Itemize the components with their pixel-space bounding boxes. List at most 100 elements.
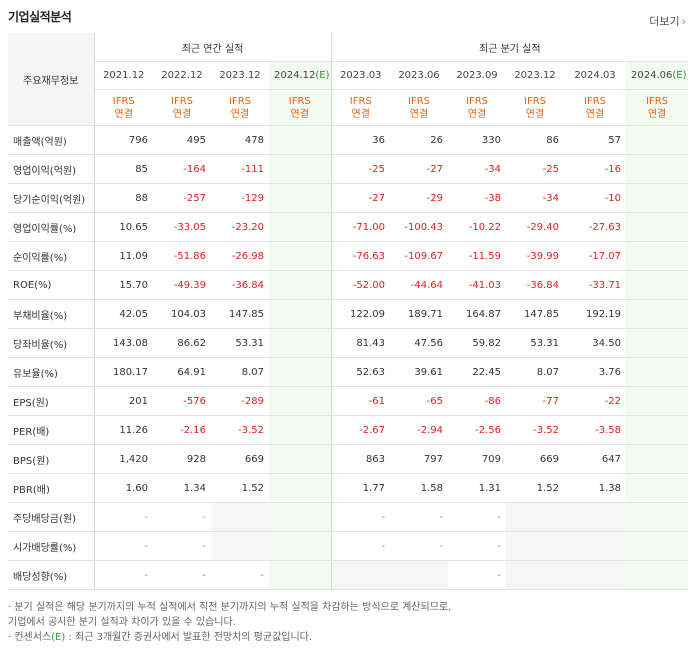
table-cell <box>564 531 626 561</box>
table-cell: -3.58 <box>564 415 626 445</box>
table-cell <box>269 154 331 184</box>
table-row: ROE(%) 15.70 -49.39 -36.84 -52.00 -44.64 -41.0… <box>8 270 689 300</box>
ifrs-consolidated: 연결 <box>290 108 309 120</box>
table-cell: -33.71 <box>564 270 626 300</box>
ifrs-consolidated: 연결 <box>230 108 250 120</box>
table-cell: 201 <box>94 386 153 416</box>
note-consensus-label: · 컨센서스 <box>8 632 52 643</box>
table-cell: 53.31 <box>211 328 269 358</box>
table-cell: - <box>153 531 211 561</box>
ifrs-label: IFRS 연결 <box>626 89 689 126</box>
table-cell: 1,420 <box>94 444 153 474</box>
table-cell: 36 <box>330 125 390 155</box>
ifrs-label: IFRS 연결 <box>506 89 564 126</box>
period-label: 2023.09 <box>456 70 498 81</box>
table-cell: - <box>330 531 390 561</box>
more-link[interactable]: 더보기 › <box>649 13 686 29</box>
table-cell <box>626 502 689 532</box>
table-cell: -17.07 <box>564 241 626 271</box>
ifrs-consolidated: 연결 <box>351 108 370 120</box>
table-cell: - <box>94 560 153 590</box>
table-cell: 709 <box>448 444 506 474</box>
table-cell <box>269 270 331 300</box>
table-cell: -26.98 <box>211 241 269 271</box>
ifrs-standard: IFRS <box>584 95 606 107</box>
table-cell: 81.43 <box>330 328 390 358</box>
ifrs-standard: IFRS <box>646 95 669 107</box>
row-label: 주당배당금(원) <box>8 502 95 532</box>
table-row: 시가배당률(%) - - - - - <box>8 531 689 561</box>
period-label: 2021.12 <box>103 70 145 81</box>
period-header: 2023.09 <box>448 61 506 90</box>
table-cell: 64.91 <box>153 357 211 387</box>
table-cell: 86 <box>506 125 564 155</box>
period-header: 2024.03 <box>564 61 626 90</box>
table-cell: - <box>448 502 506 532</box>
table-cell: -36.84 <box>506 270 564 300</box>
table-cell <box>626 212 689 242</box>
period-label: 2024.06 <box>631 70 673 81</box>
table-cell: 669 <box>506 444 564 474</box>
table-cell <box>626 154 689 184</box>
table-cell: 86.62 <box>153 328 211 358</box>
section-title: 기업실적분석 <box>8 10 72 24</box>
period-label: 2023.06 <box>398 70 440 81</box>
table-cell: -257 <box>153 183 211 213</box>
table-cell: -22 <box>564 386 626 416</box>
table-cell: 88 <box>94 183 153 213</box>
ifrs-standard: IFRS <box>408 95 430 107</box>
table-row: PBR(배) 1.60 1.34 1.52 1.77 1.58 1.31 1.52 1.38 <box>8 473 689 503</box>
financial-table-body: 매출액(억원) 796 495 478 36 26 330 86 57 영업이익(억원) 85 -16… <box>8 125 689 590</box>
table-cell: 164.87 <box>448 299 506 329</box>
table-cell: -10.22 <box>448 212 506 242</box>
table-cell: 796 <box>94 125 153 155</box>
table-cell: -34 <box>506 183 564 213</box>
ifrs-consolidated: 연결 <box>467 108 487 120</box>
table-cell: -129 <box>211 183 269 213</box>
table-row: 주당배당금(원) - - - - - <box>8 502 689 532</box>
table-cell <box>626 241 689 271</box>
ifrs-label: IFRS 연결 <box>564 89 626 126</box>
row-label: 영업이익률(%) <box>8 212 95 242</box>
row-label: 순이익률(%) <box>8 241 95 271</box>
ifrs-standard: IFRS <box>349 95 372 107</box>
quarterly-section-header: 최근 분기 실적 <box>330 33 689 62</box>
table-cell: 47.56 <box>390 328 448 358</box>
table-cell: 57 <box>564 125 626 155</box>
table-cell: - <box>390 531 448 561</box>
period-header: 2023.06 <box>390 61 448 90</box>
period-header: 2023.12 <box>211 61 269 90</box>
more-label[interactable]: 더보기 <box>649 15 680 28</box>
table-cell: -41.03 <box>448 270 506 300</box>
ifrs-label: IFRS 연결 <box>390 89 448 126</box>
table-cell: -3.52 <box>211 415 269 445</box>
note-consensus-text: : 최근 3개월간 증권사에서 발표한 전망치의 평균값입니다. <box>65 632 313 643</box>
table-cell: -2.16 <box>153 415 211 445</box>
table-cell: 1.77 <box>330 473 390 503</box>
table-cell: 478 <box>211 125 269 155</box>
ifrs-standard: IFRS <box>524 95 546 107</box>
table-cell <box>269 328 331 358</box>
table-cell: 59.82 <box>448 328 506 358</box>
row-label: EPS(원) <box>8 386 95 416</box>
table-cell: 11.09 <box>94 241 153 271</box>
table-cell: -3.52 <box>506 415 564 445</box>
row-label: PBR(배) <box>8 473 95 503</box>
table-cell: 34.50 <box>564 328 626 358</box>
table-cell: -29 <box>390 183 448 213</box>
table-cell <box>626 357 689 387</box>
ifrs-consolidated: 연결 <box>409 108 429 120</box>
estimate-mark: (E) <box>672 70 687 81</box>
table-cell: -16 <box>564 154 626 184</box>
financial-table: 주요재무정보 최근 연간 실적 최근 분기 실적 2021.12 2022.12 2… <box>8 33 689 590</box>
table-cell: -164 <box>153 154 211 184</box>
table-cell: -111 <box>211 154 269 184</box>
table-cell: 647 <box>564 444 626 474</box>
period-label: 2023.12 <box>514 70 556 81</box>
row-label: 배당성향(%) <box>8 560 95 590</box>
table-cell: - <box>448 560 506 590</box>
period-label: 2023.03 <box>340 70 382 81</box>
table-cell: -576 <box>153 386 211 416</box>
table-cell: -39.99 <box>506 241 564 271</box>
